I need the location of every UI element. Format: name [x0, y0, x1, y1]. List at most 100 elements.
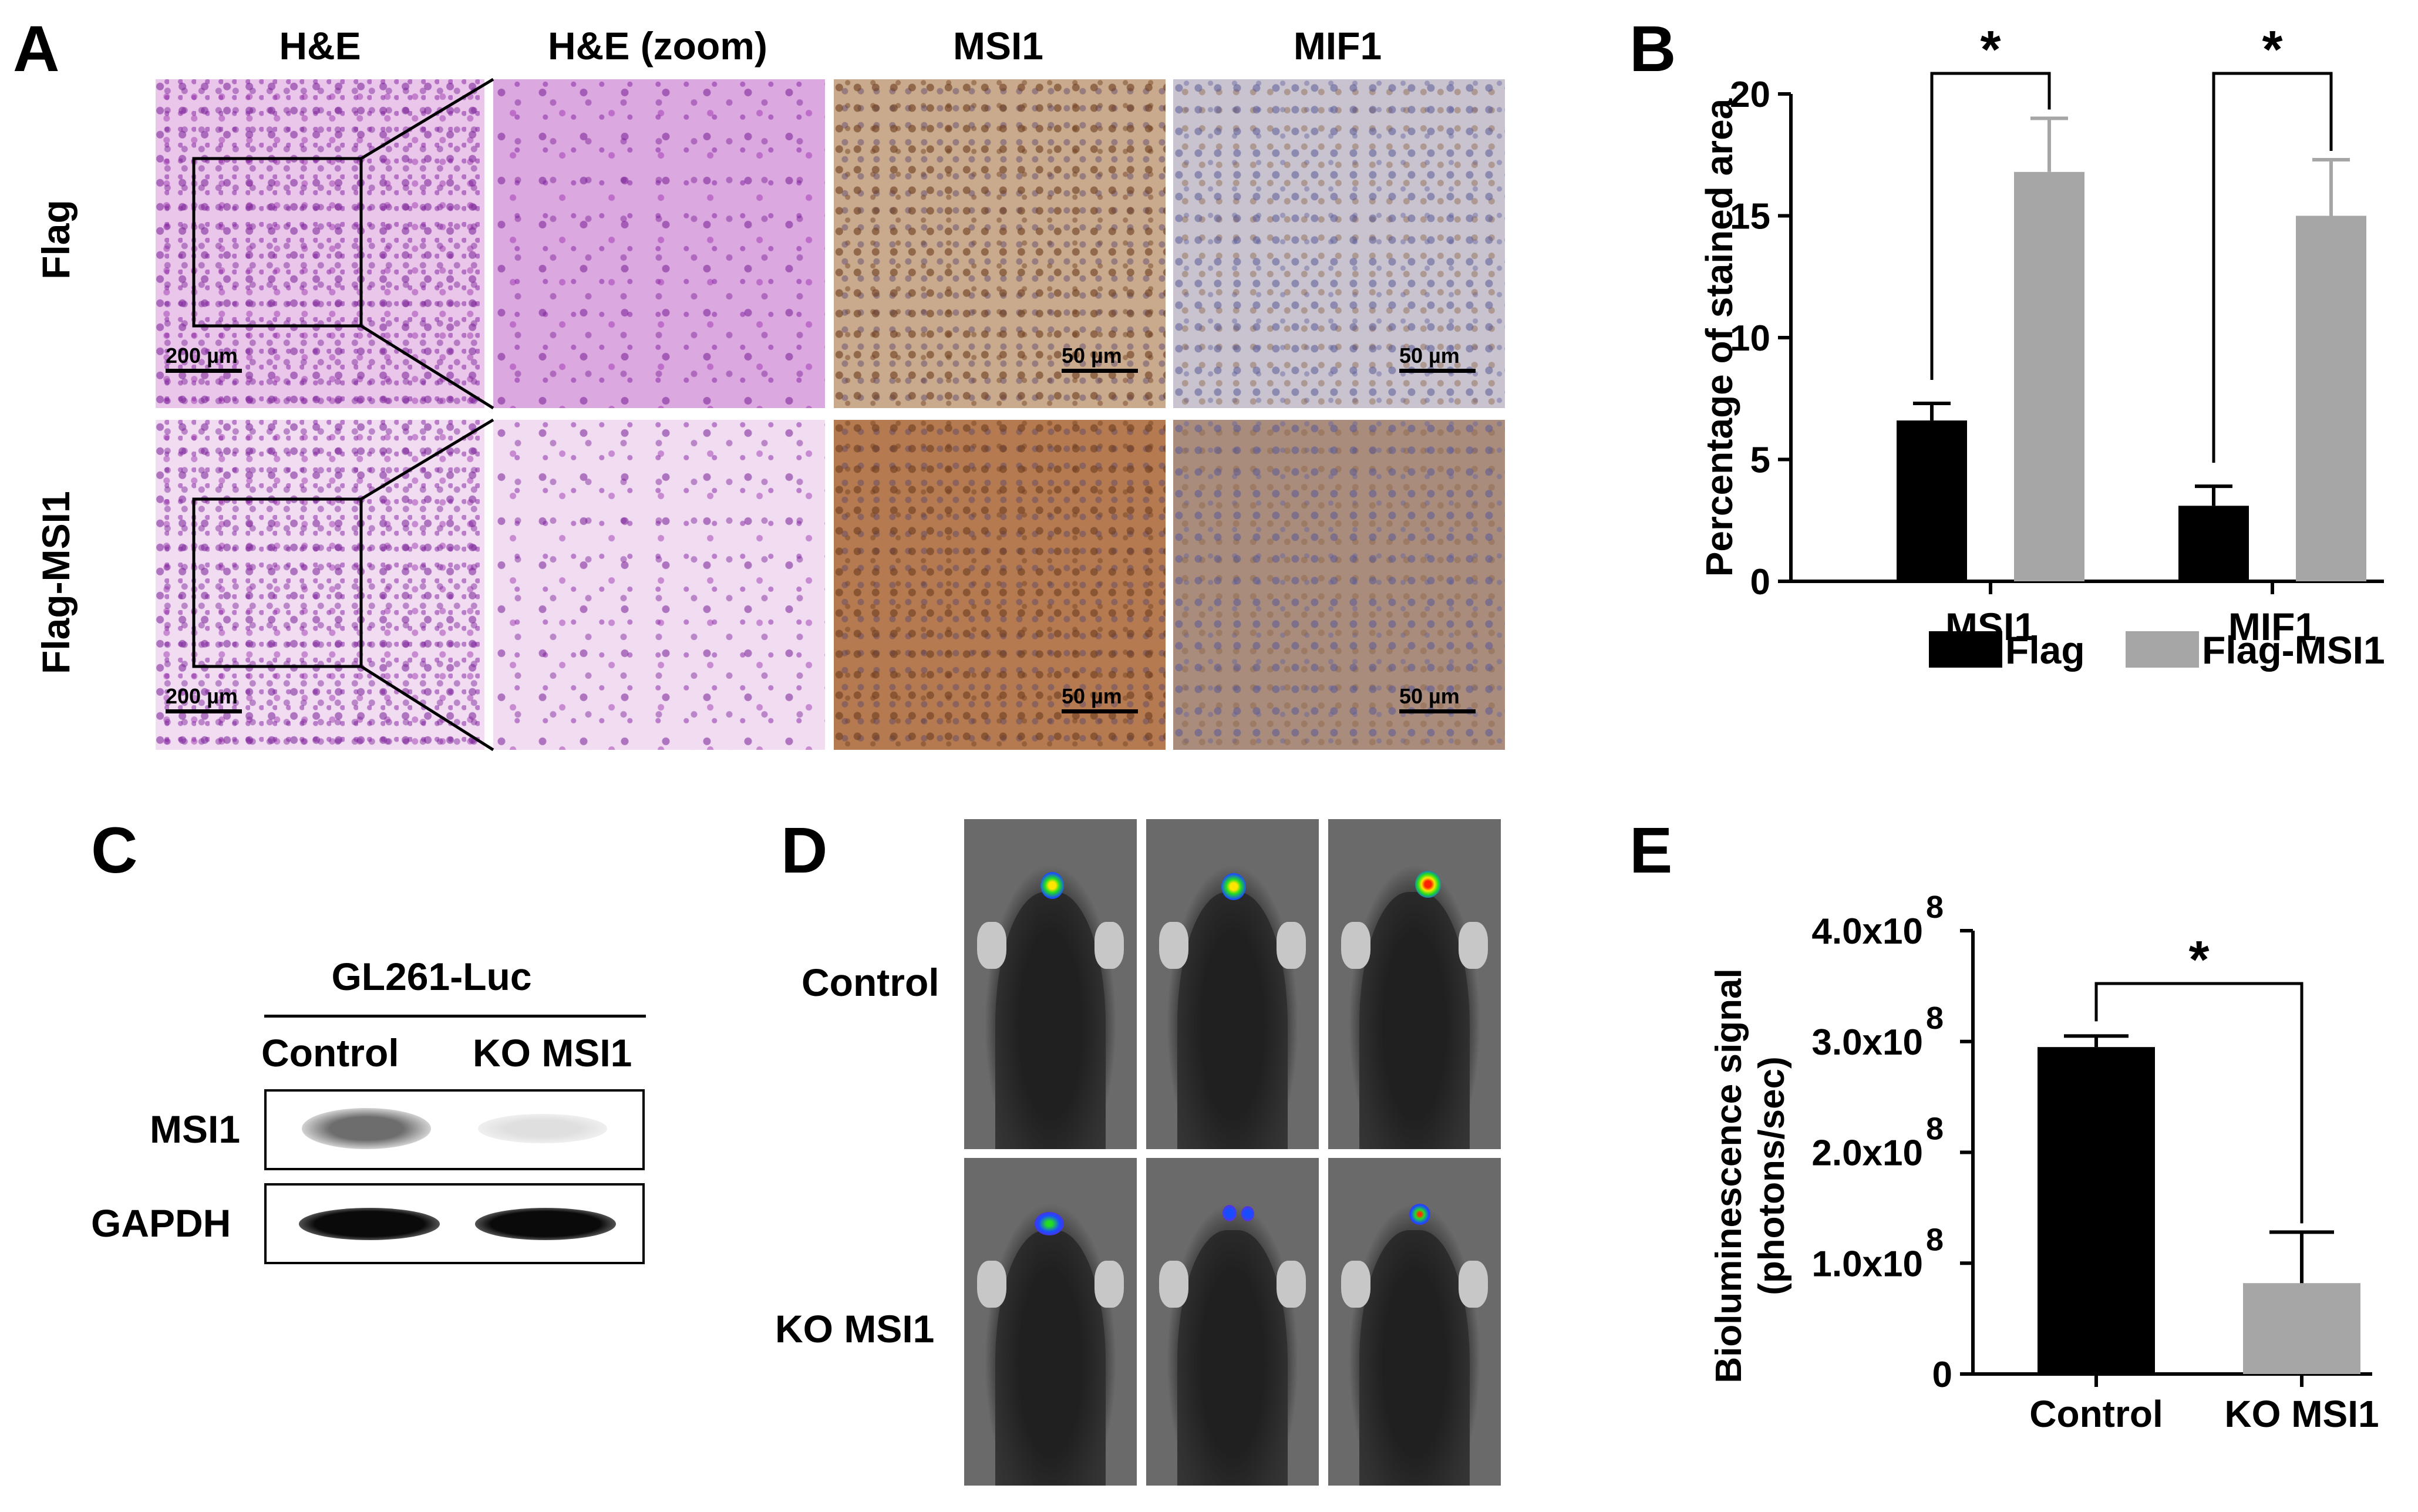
cell-line-underline: [264, 1015, 646, 1018]
ihc-image-mif1-flag: [1173, 79, 1505, 408]
histology-image-he-zoom-flag-msi1: [493, 420, 825, 750]
mouse-paw: [977, 1261, 1006, 1308]
y-tick-label: 4.0x10: [1811, 911, 1923, 952]
mouse-image-control-1: [964, 819, 1137, 1149]
zoom-line-flag-bottom: [360, 324, 494, 410]
column-title-msi1: MSI1: [952, 24, 1044, 68]
legend-label-flag: Flag: [2005, 628, 2085, 672]
column-title-he: H&E: [279, 24, 361, 68]
scale-bar-50-msi1-row2: [1062, 709, 1138, 713]
mouse-paw: [977, 922, 1006, 969]
ihc-image-msi1-flag: [834, 79, 1166, 408]
mouse-image-ko-msi1-3: [1328, 1158, 1501, 1486]
significance-star: *: [2188, 931, 2209, 989]
mouse-paw: [1095, 922, 1124, 969]
western-blot-msi1: [264, 1089, 645, 1170]
bar-flag-msi1: [1897, 420, 1967, 581]
mouse-paw: [1277, 922, 1306, 969]
bioluminescence-signal: [1040, 872, 1064, 899]
chart-e-bioluminescence: 01.0x1082.0x1083.0x1084.0x108Bioluminesc…: [1709, 890, 2379, 1435]
y-axis-label: Bioluminescence signal: [1709, 968, 1749, 1383]
legend-swatch-flag: [1929, 631, 2002, 668]
lane-label-ko-msi1: KO MSI1: [473, 1031, 632, 1075]
legend-label-flag-msi1: Flag-MSI1: [2202, 628, 2385, 672]
mouse-body: [995, 891, 1106, 1149]
y-axis-label-units: (photons/sec): [1752, 1056, 1792, 1295]
band-msi1-control: [302, 1108, 431, 1149]
mouse-paw: [1159, 1261, 1188, 1308]
mouse-body: [995, 1230, 1106, 1486]
panel-e-letter: E: [1629, 814, 1673, 887]
bar-ko-msi1: [2243, 1283, 2360, 1374]
mouse-paw: [1341, 922, 1370, 969]
y-tick-exponent: 8: [1926, 1112, 1944, 1147]
histology-image-he-flag: [156, 79, 484, 408]
x-tick-label: MIF1: [2228, 605, 2316, 648]
mouse-paw: [1159, 922, 1188, 969]
panel-c-letter: C: [91, 814, 138, 887]
y-tick-exponent: 8: [1926, 1222, 1944, 1257]
zoom-box-flag: [192, 157, 363, 328]
x-tick-label: Control: [2029, 1393, 2163, 1435]
mouse-paw: [1095, 1261, 1124, 1308]
lane-label-control: Control: [261, 1031, 399, 1075]
bar-flag-msi1-mif1: [2296, 215, 2366, 581]
y-tick-label: 3.0x10: [1811, 1022, 1923, 1063]
x-tick-label: KO MSI1: [2224, 1393, 2379, 1435]
significance-bracket: [2094, 982, 2304, 1224]
y-tick-label: 0: [1750, 562, 1770, 602]
bioluminescence-signal: [1221, 873, 1246, 900]
mouse-image-ko-msi1-1: [964, 1158, 1137, 1486]
y-tick-label: 1.0x10: [1811, 1244, 1923, 1284]
y-tick-exponent: 8: [1926, 1001, 1944, 1036]
band-gapdh-ko: [475, 1208, 616, 1240]
panel-a-letter: A: [13, 13, 60, 85]
scale-bar-200-row1: [166, 369, 242, 373]
histology-image-he-zoom-flag: [493, 79, 825, 408]
mouse-image-control-2: [1146, 819, 1319, 1149]
scale-bar-50-mif1-row1: [1399, 369, 1476, 373]
significance-star: *: [1980, 23, 2001, 79]
scale-label-200-row1: 200 µm: [166, 344, 238, 368]
bioluminescence-signal: [1409, 1204, 1430, 1225]
panel-b-letter: B: [1629, 13, 1676, 85]
y-tick-exponent: 8: [1926, 890, 1944, 925]
scale-label-50-mif1-row1: 50 µm: [1399, 344, 1460, 368]
bar-flag-msi1-msi1: [2014, 171, 2084, 581]
band-gapdh-control: [299, 1208, 440, 1240]
cell-line-label: GL261-Luc: [331, 955, 532, 998]
y-tick-label: 2.0x10: [1811, 1133, 1923, 1174]
zoom-box-flag-msi1: [192, 497, 363, 668]
zoom-line-flag-top: [360, 78, 494, 160]
row-label-control-mice: Control: [801, 961, 939, 1004]
ihc-image-mif1-flag-msi1: [1173, 420, 1505, 750]
legend-swatch-flag-msi1: [2126, 631, 2199, 668]
ihc-image-msi1-flag-msi1: [834, 420, 1166, 750]
bioluminescence-signal: [1035, 1212, 1064, 1235]
y-axis-label: Percentage of stained area: [1698, 98, 1740, 577]
row-label-ko-msi1-mice: KO MSI1: [775, 1307, 935, 1351]
bar-control: [2038, 1047, 2155, 1374]
panel-d-letter: D: [781, 814, 828, 887]
bioluminescence-signal: [1241, 1206, 1254, 1221]
bioluminescence-signal: [1415, 871, 1441, 898]
scale-label-200-row2: 200 µm: [166, 684, 238, 708]
y-tick-label: 15: [1730, 197, 1770, 237]
mouse-paw: [1341, 1261, 1370, 1308]
mouse-paw: [1459, 1261, 1488, 1308]
scale-label-50-msi1-row1: 50 µm: [1062, 344, 1122, 368]
mouse-image-control-3: [1328, 819, 1501, 1149]
western-blot-gapdh: [264, 1183, 645, 1264]
y-tick-label: 5: [1750, 440, 1770, 481]
mouse-body: [1359, 1230, 1470, 1486]
scale-bar-50-mif1-row2: [1399, 709, 1476, 713]
bioluminescence-signal: [1223, 1205, 1237, 1221]
column-title-mif1: MIF1: [1293, 24, 1382, 68]
histology-image-he-flag-msi1: [156, 420, 484, 750]
zoom-line-flag-msi1-top: [360, 418, 494, 501]
y-tick-label: 10: [1730, 318, 1770, 359]
blot-row-label-gapdh: GAPDH: [91, 1201, 231, 1245]
blot-row-label-msi1: MSI1: [150, 1107, 241, 1151]
mouse-image-ko-msi1-2: [1146, 1158, 1319, 1486]
